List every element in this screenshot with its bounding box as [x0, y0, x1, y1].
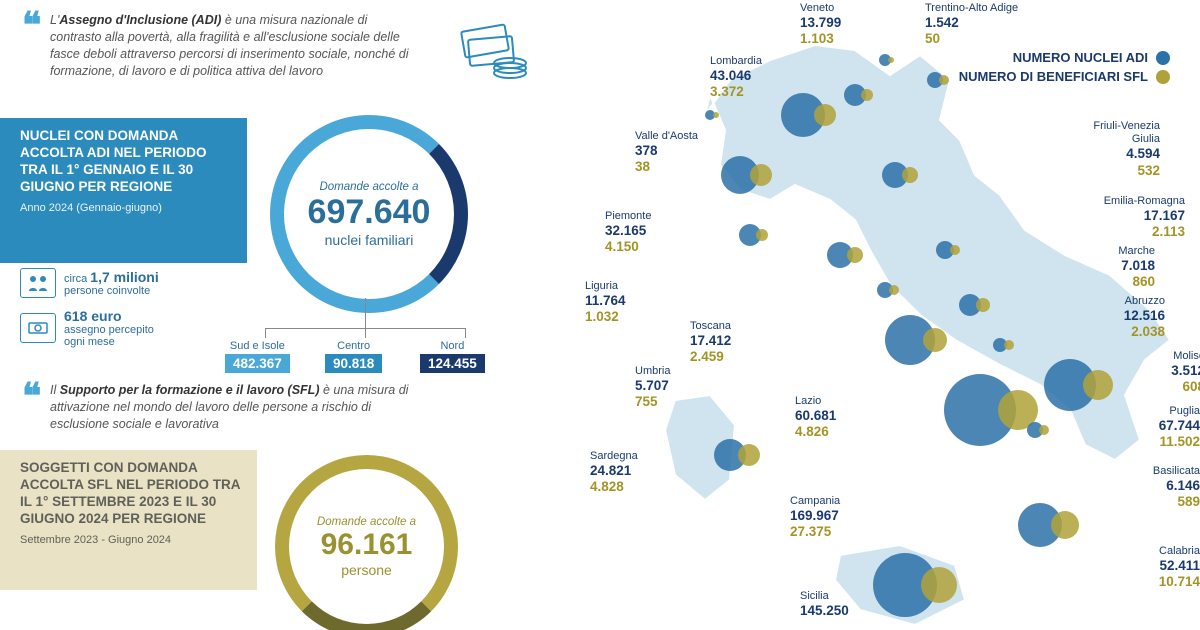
region-calabria: Calabria52.41110.714 [1110, 545, 1200, 591]
sfl-circle-label: Domande accolte a [317, 516, 416, 528]
sfl-circle-value: 96.161 [321, 528, 413, 562]
macro-nord: Nord124.455 [420, 340, 485, 373]
region-piemonte: Piemonte32.1654.150 [605, 210, 651, 256]
stat-people: circa 1,7 milionipersone coinvolte [20, 268, 159, 298]
region-puglia: Puglia67.74411.502 [1110, 405, 1200, 451]
adi-total-circle: Domande accolte a 697.640 nuclei familia… [270, 115, 468, 313]
intro-adi: L'Assegno d'Inclusione (ADI) è una misur… [50, 12, 420, 80]
region-toscana: Toscana17.4122.459 [690, 320, 731, 366]
adi-circle-value: 697.640 [308, 193, 431, 232]
region-trentino-alto-adige: Trentino-Alto Adige1.54250 [925, 2, 1018, 48]
region-valle-d-aosta: Valle d'Aosta37838 [635, 130, 698, 176]
connector [365, 328, 366, 338]
region-abruzzo: Abruzzo12.5162.038 [1075, 295, 1165, 341]
region-lazio: Lazio60.6814.826 [795, 395, 836, 441]
region-liguria: Liguria11.7641.032 [585, 280, 626, 326]
adi-panel: NUCLEI CON DOMANDA ACCOLTA ADI NEL PERIO… [0, 118, 247, 263]
region-basilicata: Basilicata6.146589 [1110, 465, 1200, 511]
quote-icon: ❝ [22, 375, 41, 417]
region-lombardia: Lombardia43.0463.372 [710, 55, 762, 101]
region-emilia-romagna: Emilia-Romagna17.1672.113 [1095, 195, 1185, 241]
region-umbria: Umbria5.707755 [635, 365, 670, 411]
region-veneto: Veneto13.7991.103 [800, 2, 841, 48]
macro-sud-e-isole: Sud e Isole482.367 [225, 340, 290, 373]
cash-icon [20, 313, 56, 343]
region-campania: Campania169.96727.375 [790, 495, 840, 541]
connector [465, 328, 466, 338]
sfl-circle-unit: persone [341, 562, 392, 578]
region-molise: Molise3.512608 [1115, 350, 1200, 396]
region-sicilia: Sicilia145.250 [800, 590, 849, 619]
adi-circle-unit: nuclei familiari [325, 232, 414, 248]
intro-sfl: Il Supporto per la formazione e il lavor… [50, 382, 430, 433]
stat-amount: 618 euroassegno percepitoogni mese [20, 308, 154, 348]
adi-circle-label: Domande accolte a [319, 181, 418, 193]
sfl-total-circle: Domande accolte a 96.161 persone [275, 455, 458, 630]
adi-title: NUCLEI CON DOMANDA ACCOLTA ADI NEL PERIO… [20, 128, 235, 196]
quote-icon: ❝ [22, 4, 41, 46]
region-marche: Marche7.018860 [1065, 245, 1155, 291]
italy-map: Veneto13.7991.103 Trentino-Alto Adige1.54… [540, 0, 1200, 630]
region-sardegna: Sardegna24.8214.828 [590, 450, 638, 496]
sfl-panel: SOGGETTI CON DOMANDA ACCOLTA SFL NEL PER… [0, 450, 257, 590]
connector [365, 298, 366, 328]
macro-centro: Centro90.818 [325, 340, 382, 373]
region-friuli-venezia-giulia: Friuli-Venezia Giulia4.594532 [1070, 120, 1160, 179]
sfl-subtitle: Settembre 2023 - Giugno 2024 [20, 534, 245, 546]
people-icon [20, 268, 56, 298]
adi-subtitle: Anno 2024 (Gennaio-giugno) [20, 202, 235, 214]
sfl-title: SOGGETTI CON DOMANDA ACCOLTA SFL NEL PER… [20, 460, 245, 528]
connector [265, 328, 266, 338]
money-icon [455, 18, 535, 88]
